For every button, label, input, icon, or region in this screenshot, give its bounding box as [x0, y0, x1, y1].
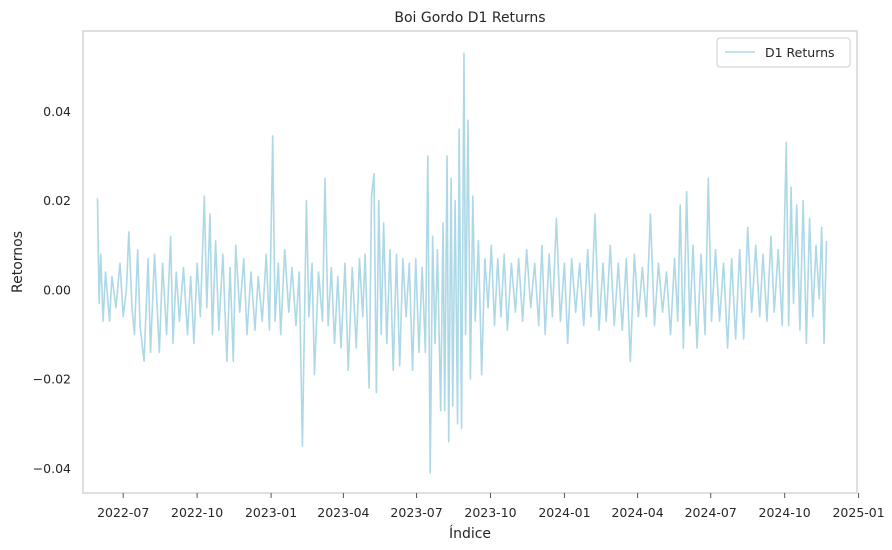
x-axis-ticks: 2022-07 2022-10 2023-01 2023-04 2023-07 2023-… [97, 493, 885, 520]
x-tick-label: 2025-01 [832, 505, 884, 520]
legend: D1 Returns [716, 37, 851, 68]
y-axis-title: Retornos [10, 231, 26, 293]
series-line-d1-returns [96, 52, 828, 474]
x-tick-label: 2023-01 [245, 505, 297, 520]
y-tick-label: 0.00 [43, 282, 71, 297]
x-tick-label: 2023-10 [464, 505, 516, 520]
chart-title: Boi Gordo D1 Returns [394, 10, 545, 26]
x-tick-label: 2023-07 [390, 505, 442, 520]
x-tick-label: 2022-07 [97, 505, 149, 520]
x-tick-label: 2022-10 [171, 505, 223, 520]
y-tick-label: 0.02 [43, 193, 71, 208]
x-tick-label: 2024-07 [685, 505, 737, 520]
y-tick-label: −0.02 [33, 372, 71, 387]
x-tick-label: 2024-01 [538, 505, 590, 520]
legend-label: D1 Returns [765, 45, 835, 60]
x-tick-label: 2023-04 [317, 505, 369, 520]
x-axis-title: Índice [449, 525, 491, 542]
y-tick-label: 0.04 [43, 104, 71, 119]
x-tick-label: 2024-04 [611, 505, 663, 520]
x-tick-label: 2024-10 [759, 505, 811, 520]
y-axis-ticks: −0.04 −0.02 0.00 0.02 0.04 [33, 104, 71, 476]
series-layer [96, 52, 828, 474]
legend-box [716, 37, 851, 68]
y-tick-label: −0.04 [33, 461, 71, 476]
plot-area [82, 30, 858, 494]
